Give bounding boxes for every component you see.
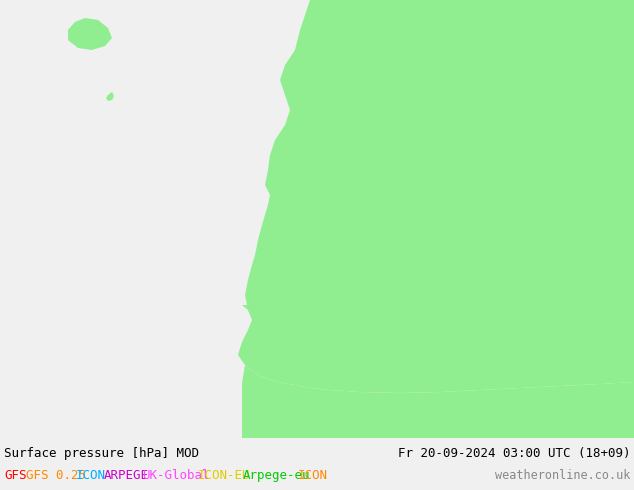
- Polygon shape: [242, 290, 330, 383]
- Polygon shape: [368, 228, 388, 308]
- Polygon shape: [106, 92, 114, 101]
- Polygon shape: [68, 18, 112, 50]
- Polygon shape: [293, 92, 322, 135]
- Text: Surface pressure [hPa] MOD: Surface pressure [hPa] MOD: [4, 447, 199, 461]
- Text: Fr 20-09-2024 03:00 UTC (18+09): Fr 20-09-2024 03:00 UTC (18+09): [398, 447, 630, 461]
- Text: Arpege-eu: Arpege-eu: [242, 469, 310, 482]
- Polygon shape: [242, 365, 634, 438]
- Text: GFS: GFS: [4, 469, 27, 482]
- Polygon shape: [276, 130, 294, 148]
- Polygon shape: [238, 0, 634, 438]
- Text: UK-Global: UK-Global: [143, 469, 210, 482]
- Text: GFS 0.25: GFS 0.25: [26, 469, 86, 482]
- Text: ICON: ICON: [76, 469, 106, 482]
- Text: ICON-EU: ICON-EU: [198, 469, 250, 482]
- Text: ICON: ICON: [298, 469, 328, 482]
- Text: ARPEGE: ARPEGE: [104, 469, 149, 482]
- Text: weatheronline.co.uk: weatheronline.co.uk: [495, 469, 630, 482]
- Polygon shape: [290, 135, 312, 170]
